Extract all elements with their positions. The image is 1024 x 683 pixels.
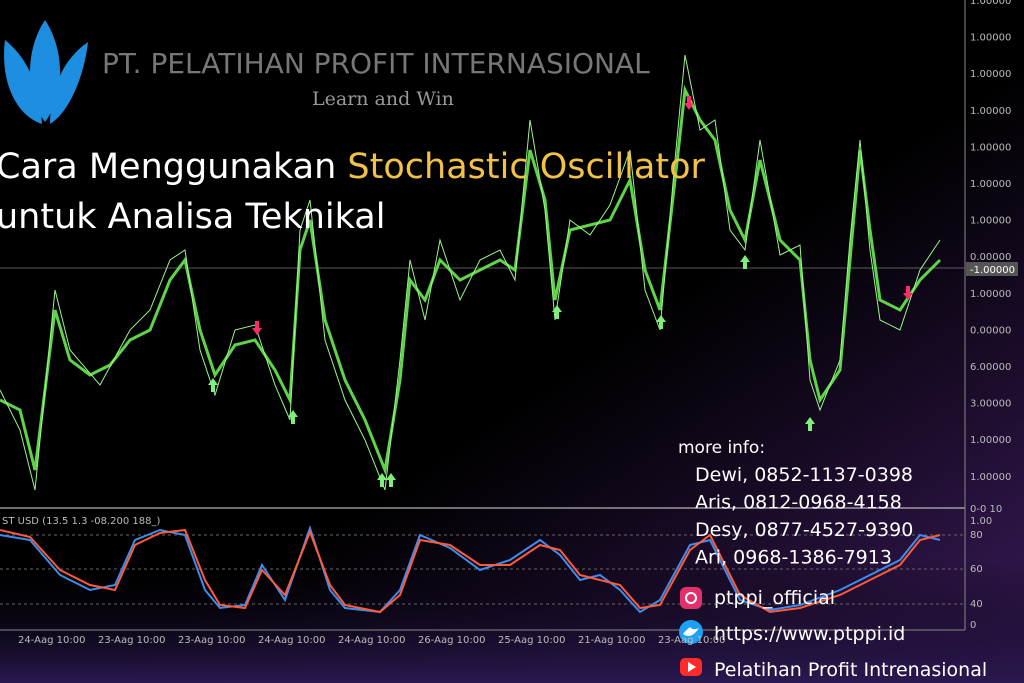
current-price: -1.00000: [970, 265, 1015, 276]
title-highlight: Stochastic Oscillator: [347, 147, 705, 187]
youtube-play: [688, 662, 696, 672]
time-label: 23-Aag 10:00: [98, 635, 165, 646]
oscillator-label: 60: [970, 564, 983, 575]
time-label: 23-Aag 10:00: [658, 635, 725, 646]
price-label: 1.00000: [970, 0, 1011, 7]
title-line2: untuk Analisa Teknikal: [0, 197, 385, 237]
time-label: 21-Aag 10:00: [578, 635, 645, 646]
price-label: 3.00000: [970, 399, 1011, 410]
price-label: 1.00000: [970, 179, 1011, 190]
price-label: 1.00000: [970, 33, 1011, 44]
price-label: 1.00000: [970, 106, 1011, 117]
price-label: 0-0 10: [970, 504, 1002, 515]
price-label: 0.00000: [970, 325, 1011, 336]
tagline: Learn and Win: [312, 88, 454, 110]
bottom-glow: [0, 560, 1024, 683]
oscillator-label: 0: [970, 620, 976, 631]
price-label: 1.00000: [970, 472, 1011, 483]
indicator-label: ST USD (13.5 1.3 -08.200 188_): [2, 516, 160, 527]
time-label: 26-Aag 10:00: [418, 635, 485, 646]
instagram-icon-lens: [685, 592, 697, 604]
oscillator-label: 40: [970, 599, 983, 610]
time-label: 24-Aag 10:00: [258, 635, 325, 646]
title: Cara Menggunakan Stochastic Oscillator: [0, 147, 705, 187]
youtube-channel[interactable]: Pelatihan Profit Intrenasional: [714, 659, 987, 681]
buy-arrows: [208, 255, 815, 487]
price-wicks: [0, 54, 941, 491]
twitter-bird: [683, 627, 699, 636]
contact-heading: more info:: [678, 438, 765, 458]
current-price-box: [966, 262, 1018, 276]
instagram-icon: [680, 587, 702, 609]
price-label: 1.00000: [970, 216, 1011, 227]
price-label: 1.00000: [970, 435, 1011, 446]
time-label: 24-Aag 10:00: [18, 635, 85, 646]
oscillator-label: 1.00: [970, 516, 992, 527]
oscillator-label: 80: [970, 530, 983, 541]
price-label: 6.00000: [970, 362, 1011, 373]
time-label: 23-Aag 10:00: [178, 635, 245, 646]
sell-arrows: [252, 96, 913, 335]
time-label: 25-Aag 10:00: [498, 635, 565, 646]
stochastic-d: [0, 528, 941, 614]
price-label: 1.00000: [970, 142, 1011, 153]
time-label: 24-Aag 10:00: [338, 635, 405, 646]
company-name: PT. PELATIHAN PROFIT INTERNASIONAL: [102, 47, 650, 80]
title-start: Cara Menggunakan: [0, 147, 347, 187]
contact-person: Ari, 0968-1386-7913: [695, 547, 892, 569]
price-label: 1.00000: [970, 69, 1011, 80]
contact-person: Desy, 0877-4527-9390: [695, 519, 913, 541]
price-label: 1.00000: [970, 289, 1011, 300]
price-label: 0.00000: [970, 252, 1011, 263]
logo: [4, 20, 88, 124]
contact-person: Dewi, 0852-1137-0398: [695, 464, 913, 486]
website[interactable]: https://www.ptppi.id: [714, 623, 905, 645]
contact-person: Aris, 0812-0968-4158: [695, 492, 902, 514]
instagram-handle[interactable]: ptppi_official: [714, 587, 835, 609]
